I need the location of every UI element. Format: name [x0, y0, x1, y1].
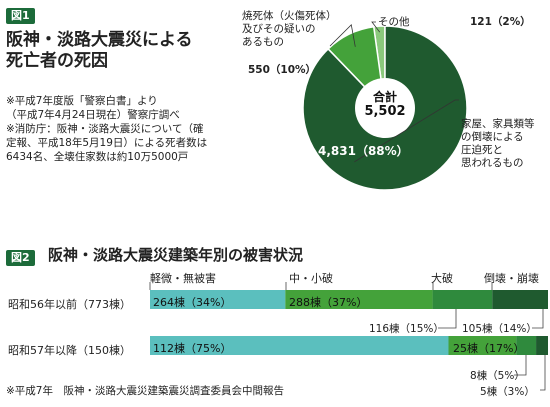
- fig1-pie-chart: [302, 21, 468, 191]
- fig1-note-1: ※平成7年度版「警察白書」より: [6, 95, 158, 107]
- fig1-note-4: 定報、平成18年5月19日）による死者数は: [6, 137, 208, 149]
- slice-fire-label-line-1: 焼死体（火傷死体）: [242, 10, 337, 22]
- row1-seg4-bar: [492, 290, 548, 309]
- leader-line-fire: [329, 24, 356, 47]
- pie-center-label: 合計: [372, 90, 397, 104]
- fig1-note-5: 6434名、全壊住家数は約10万5000戸: [6, 151, 189, 163]
- slice-other-value: 121（2%）: [470, 16, 531, 28]
- slice-collapse-label-line-1: 家屋、家具類等: [461, 118, 535, 130]
- slice-collapse-label-line-3: 圧迫死と: [461, 144, 503, 156]
- slice-fire-label-line-2: 及びその疑いの: [242, 23, 316, 35]
- row1-seg3-bar: [432, 290, 493, 309]
- category-label-minor: 軽微・無被害: [150, 272, 216, 285]
- fig1-notes: ※平成7年度版「警察白書」より （平成7年4月24日現在）警察庁調べ ※消防庁：…: [6, 94, 207, 164]
- category-label-major: 大破: [431, 272, 453, 285]
- row2-seg3-label: 8棟（5%）: [470, 370, 525, 382]
- fig1-tag: 図1: [6, 8, 35, 24]
- row1-seg2-bar: [285, 290, 433, 309]
- fig1-title-line-2: 死亡者の死因: [6, 51, 108, 71]
- fig1-title-line-1: 阪神・淡路大震災による: [6, 30, 193, 50]
- leader-line-other: [371, 21, 381, 33]
- leader-row1-seg4: [532, 309, 544, 329]
- category-label-collapse: 倒壊・崩壊: [484, 272, 539, 285]
- row2-seg2-bar: [448, 336, 517, 355]
- slice-other-label: その他: [378, 16, 410, 28]
- fig2-source: ※平成7年 阪神・淡路大震災建築震災調査委員会中間報告: [6, 385, 284, 397]
- row1-seg4-label: 105棟（14%）: [462, 323, 537, 335]
- slice-fire-value: 550（10%）: [248, 64, 317, 76]
- fig1-note-2: （平成7年4月24日現在）警察庁調べ: [6, 109, 180, 121]
- slice-label-collapse: 家屋、家具類等 の倒壊による 圧迫死と 思われるもの: [461, 118, 535, 170]
- row2-seg2-label: 25棟（17%）: [453, 342, 525, 355]
- row-label-pre1981: 昭和56年以前（773棟）: [8, 298, 131, 311]
- row2-seg4-label: 5棟（3%）: [480, 386, 535, 398]
- leader-line-collapse: [354, 99, 459, 163]
- fig2-bar-chart: [149, 282, 548, 391]
- row1-seg3-label: 116棟（15%）: [369, 323, 444, 335]
- fig1-title: 阪神・淡路大震災による 死亡者の死因: [6, 30, 193, 72]
- row1-seg1-label: 264棟（34%）: [153, 296, 232, 309]
- category-label-medium: 中・小破: [289, 272, 333, 285]
- leader-row2-seg3: [514, 355, 527, 376]
- row1-seg1-bar: [150, 290, 286, 309]
- slice-collapse-value: 4,831（88%）: [318, 144, 409, 158]
- row1-seg2-label: 288棟（37%）: [289, 296, 368, 309]
- slice-label-fire: 焼死体（火傷死体） 及びその疑いの あるもの: [242, 10, 337, 49]
- row-label-post1982: 昭和57年以降（150棟）: [8, 344, 131, 357]
- fig2-title: 阪神・淡路大震災建築年別の被害状況: [48, 246, 304, 264]
- row2-seg4-bar: [536, 336, 548, 355]
- row2-seg1-label: 112棟（75%）: [153, 342, 232, 355]
- pie-center-value: 5,502: [364, 104, 406, 119]
- leader-row1-seg3: [438, 309, 457, 329]
- fig2-tag: 図2: [6, 250, 35, 266]
- pie-center-hole: [355, 78, 415, 138]
- row2-seg3-bar: [516, 336, 537, 355]
- slice-collapse-label-line-2: の倒壊による: [461, 131, 524, 143]
- slice-fire-label-line-3: あるもの: [242, 36, 284, 48]
- row2-seg1-bar: [150, 336, 449, 355]
- fig1-note-3: ※消防庁：阪神・淡路大震災について（確: [6, 123, 204, 135]
- slice-collapse-label-line-4: 思われるもの: [461, 157, 524, 169]
- leader-row2-seg4: [540, 355, 546, 391]
